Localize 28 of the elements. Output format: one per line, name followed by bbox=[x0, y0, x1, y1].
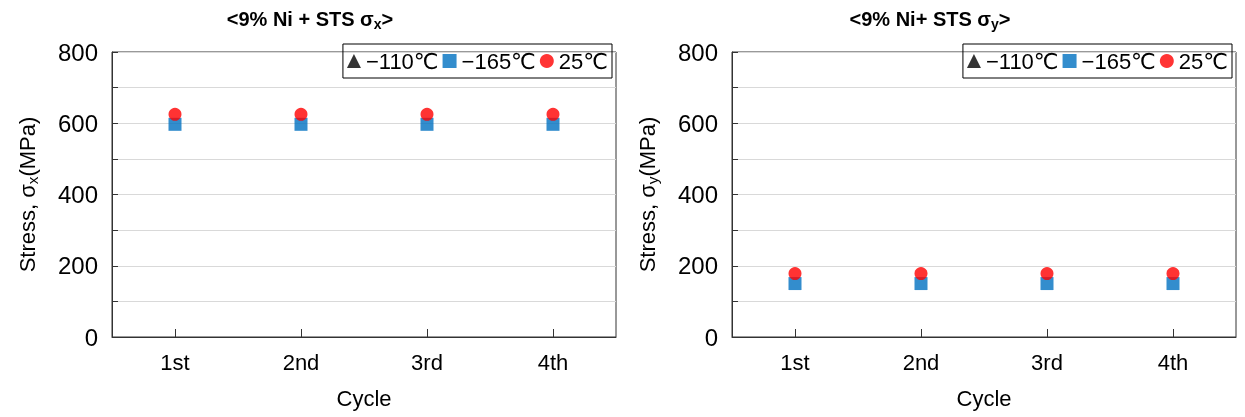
legend-label: −110℃ bbox=[365, 48, 439, 74]
y-tick-label: 600 bbox=[677, 109, 718, 137]
x-tick-label: 2nd bbox=[282, 349, 320, 375]
y-tick-label: 200 bbox=[677, 252, 718, 280]
legend-label: −165℃ bbox=[1081, 48, 1156, 74]
x-tick-label: 4th bbox=[1157, 349, 1189, 375]
x-tick-label: 3rd bbox=[411, 349, 443, 375]
y-tick-label: 400 bbox=[677, 181, 718, 208]
legend-label: 25℃ bbox=[1178, 48, 1229, 74]
y-tick-label: 0 bbox=[84, 323, 98, 351]
x-tick-label: 2nd bbox=[902, 349, 940, 375]
legend-label: −110℃ bbox=[985, 48, 1059, 74]
y-tick-label: 400 bbox=[57, 181, 98, 208]
x-tick-label: 1st bbox=[160, 349, 190, 375]
legend-label: 25℃ bbox=[558, 48, 609, 74]
x-tick-label: 3rd bbox=[1031, 349, 1063, 375]
y-tick-label: 200 bbox=[57, 252, 98, 280]
x-axis-title: Cycle bbox=[956, 385, 1012, 411]
y-tick-label: 600 bbox=[57, 109, 98, 137]
y-axis-title: Stress, σy(MPa) bbox=[634, 116, 661, 273]
x-tick-label: 1st bbox=[780, 349, 810, 375]
y-tick-label: 800 bbox=[57, 38, 98, 66]
y-axis-title: Stress, σx(MPa) bbox=[14, 116, 41, 273]
y-tick-label: 800 bbox=[677, 38, 718, 66]
x-axis-title: Cycle bbox=[336, 385, 392, 411]
y-tick-label: 0 bbox=[704, 323, 718, 351]
legend-label: −165℃ bbox=[461, 48, 536, 74]
x-tick-label: 4th bbox=[537, 349, 569, 375]
